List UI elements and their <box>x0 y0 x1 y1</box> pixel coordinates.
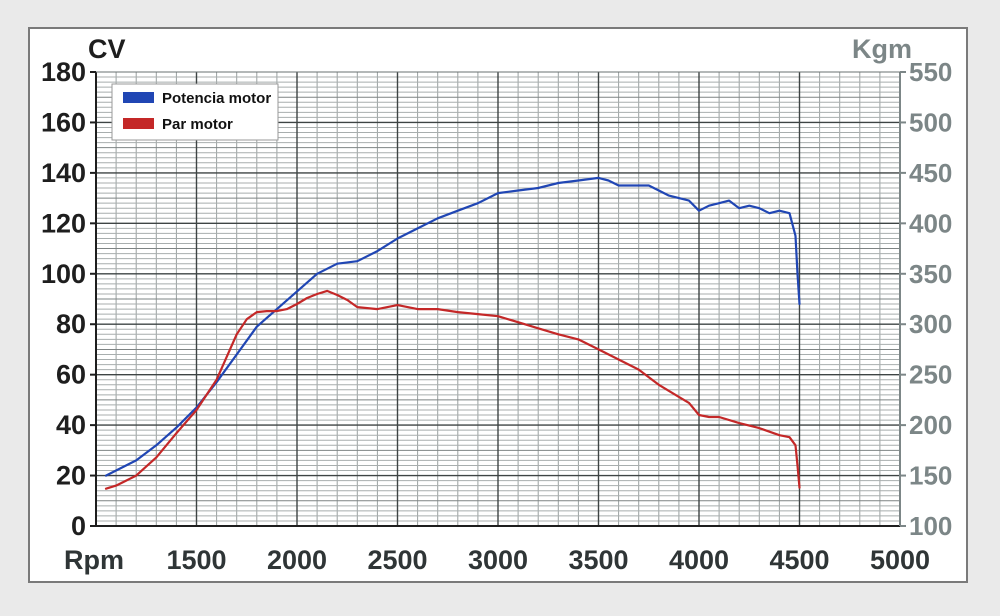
legend-label-potencia: Potencia motor <box>162 90 271 107</box>
x-axis-title: Rpm <box>64 545 124 575</box>
y-right-tick-label: 400 <box>909 208 952 238</box>
y-left-tick-label: 160 <box>41 107 86 137</box>
y-right-tick-label: 150 <box>909 461 952 491</box>
series-lines <box>104 176 801 490</box>
y-right-tick-label: 550 <box>909 57 952 87</box>
y-right-tick-label: 200 <box>909 410 952 440</box>
y-left-tick-label: 40 <box>56 410 86 440</box>
y-right-tick-label: 500 <box>909 107 952 137</box>
x-tick-label: 5000 <box>870 545 930 575</box>
y-right-tick-label: 450 <box>909 158 952 188</box>
legend: Potencia motor Par motor <box>111 83 279 141</box>
x-tick-label: 4000 <box>669 545 729 575</box>
axes <box>95 71 901 527</box>
legend-swatch-potencia <box>123 92 154 103</box>
series-line-potencia-motor <box>104 176 801 477</box>
chart: 0 20 40 60 80 100 120 140 160 180 100 150 200 250 300 3… <box>41 34 952 575</box>
y-right-tick-label: 300 <box>909 309 952 339</box>
y-right-tick-label: 100 <box>909 511 952 541</box>
tick-labels: 0 20 40 60 80 100 120 140 160 180 100 150 200 250 300 3… <box>41 57 952 575</box>
y-left-tick-label: 60 <box>56 360 86 390</box>
y-right-tick-label: 350 <box>909 259 952 289</box>
y-right-axis-title: Kgm <box>852 34 912 64</box>
chart-frame: 0 20 40 60 80 100 120 140 160 180 100 150 200 250 300 3… <box>28 27 968 583</box>
x-tick-label: 2500 <box>367 545 427 575</box>
y-left-tick-label: 120 <box>41 208 86 238</box>
y-left-tick-label: 180 <box>41 57 86 87</box>
y-left-tick-label: 100 <box>41 259 86 289</box>
x-tick-label: 4500 <box>769 545 829 575</box>
x-tick-label: 3000 <box>468 545 528 575</box>
legend-swatch-par <box>123 118 154 129</box>
x-tick-label: 1500 <box>166 545 226 575</box>
y-left-axis-title: CV <box>88 34 126 64</box>
series-line-par-motor <box>104 289 801 490</box>
legend-label-par: Par motor <box>162 116 233 133</box>
y-left-tick-label: 0 <box>71 511 86 541</box>
y-left-tick-label: 80 <box>56 309 86 339</box>
y-left-tick-label: 140 <box>41 158 86 188</box>
x-tick-label: 2000 <box>267 545 327 575</box>
y-left-tick-label: 20 <box>56 461 86 491</box>
x-tick-label: 3500 <box>568 545 628 575</box>
y-right-tick-label: 250 <box>909 360 952 390</box>
